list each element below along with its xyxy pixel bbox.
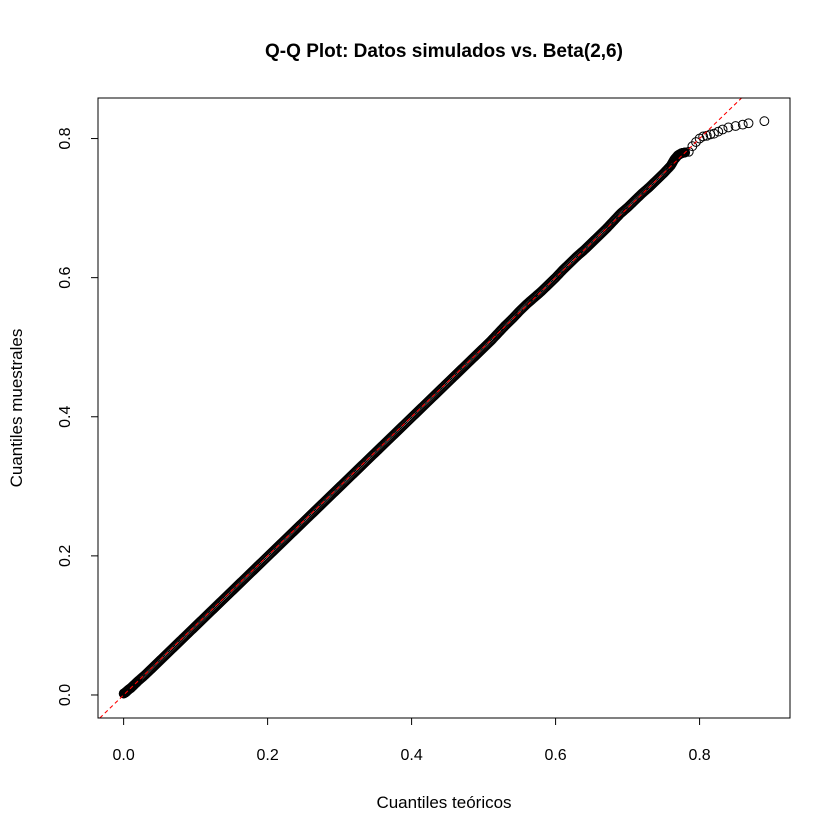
x-tick-label: 0.6 xyxy=(544,747,566,764)
qq-point xyxy=(759,116,770,127)
x-axis-label: Cuantiles teóricos xyxy=(376,793,511,812)
qq-point xyxy=(683,146,694,157)
qq-point xyxy=(743,118,754,129)
x-tick-label: 0.8 xyxy=(688,747,710,764)
qq-point xyxy=(723,122,734,133)
x-axis: 0.0 0.2 0.4 0.6 0.8 xyxy=(113,717,711,764)
y-axis-label: Cuantiles muestrales xyxy=(7,329,26,488)
qq-point xyxy=(717,124,728,135)
data-layer xyxy=(99,97,770,719)
qq-point xyxy=(713,126,724,137)
y-tick-label: 0.4 xyxy=(57,406,74,428)
y-tick-label: 0.8 xyxy=(57,127,74,149)
qq-point xyxy=(680,147,691,158)
chart-title: Q-Q Plot: Datos simulados vs. Beta(2,6) xyxy=(265,41,623,62)
qq-point xyxy=(691,137,701,147)
x-tick-label: 0.2 xyxy=(256,747,278,764)
plot-frame xyxy=(97,97,791,719)
x-tick-label: 0.0 xyxy=(113,747,135,764)
qq-point xyxy=(730,121,741,131)
y-tick-label: 0.0 xyxy=(57,684,74,706)
qq-point xyxy=(698,131,709,142)
reference-line xyxy=(99,97,742,719)
x-tick-label: 0.4 xyxy=(400,747,422,764)
y-tick-label: 0.6 xyxy=(57,266,74,288)
y-tick-label: 0.2 xyxy=(57,545,74,567)
qq-point xyxy=(737,119,748,130)
y-axis: 0.0 0.2 0.4 0.6 0.8 xyxy=(57,127,99,706)
